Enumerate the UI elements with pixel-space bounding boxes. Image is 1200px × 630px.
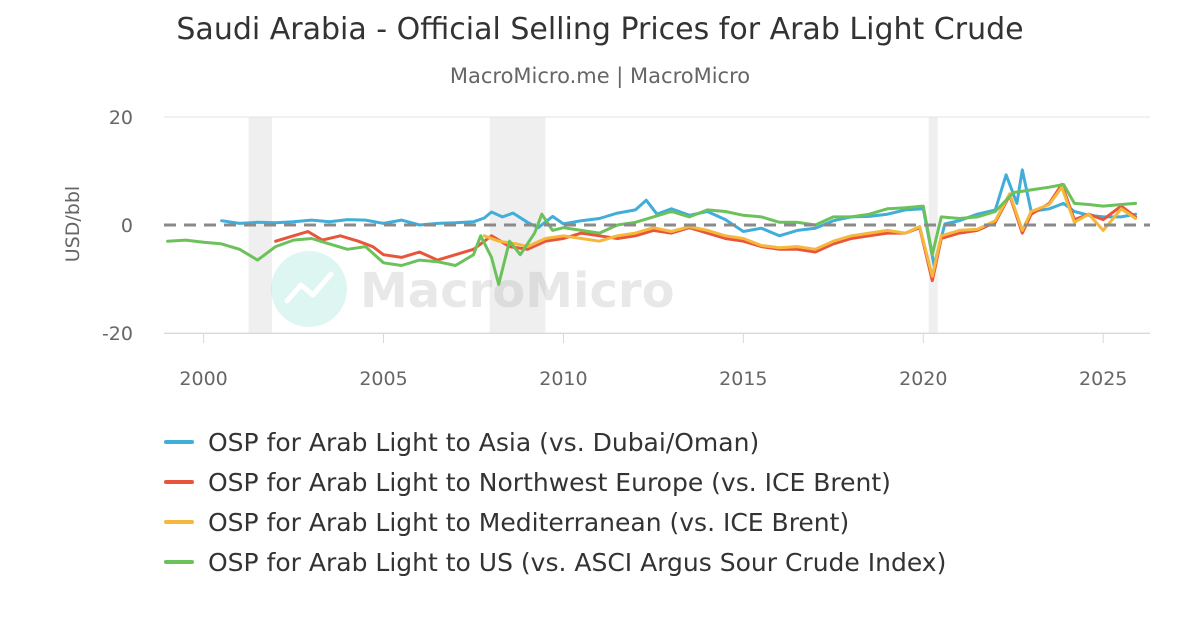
x-tick-label: 2000 <box>179 368 227 390</box>
series-line-3 <box>482 185 1138 278</box>
legend-swatch <box>164 560 194 564</box>
watermark-text: MacroMicro <box>360 263 675 319</box>
axes: -20 0 20 2000 2005 2010 2015 2020 2025 <box>102 107 1150 390</box>
y-tick-label: 20 <box>109 107 133 129</box>
legend-label: OSP for Arab Light to US (vs. ASCI Argus… <box>208 547 947 577</box>
legend-swatch <box>164 440 194 444</box>
x-tick-label: 2025 <box>1079 368 1127 390</box>
y-tick-label: 0 <box>121 215 133 237</box>
legend-swatch <box>164 480 194 484</box>
y-axis-label: USD/bbl <box>62 186 84 262</box>
y-tick-label: -20 <box>102 323 133 345</box>
legend-label: OSP for Arab Light to Northwest Europe (… <box>208 467 891 497</box>
legend-item[interactable]: OSP for Arab Light to Mediterranean (vs.… <box>164 502 1164 542</box>
shaded-period <box>248 117 272 333</box>
x-tick-label: 2010 <box>539 368 587 390</box>
chart-trend-icon-line <box>284 271 334 304</box>
legend: OSP for Arab Light to Asia (vs. Dubai/Om… <box>164 422 1164 582</box>
chart-subtitle: MacroMicro.me | MacroMicro <box>449 64 751 88</box>
line-chart: MacroMicro -20 0 20 2000 2005 2010 2015 2020 202… <box>62 107 1150 390</box>
legend-item[interactable]: OSP for Arab Light to Northwest Europe (… <box>164 462 1164 502</box>
legend-swatch <box>164 520 194 524</box>
legend-item[interactable]: OSP for Arab Light to US (vs. ASCI Argus… <box>164 542 1164 582</box>
x-tick-label: 2015 <box>719 368 767 390</box>
series-line-1 <box>220 168 1138 267</box>
x-tick-label: 2005 <box>359 368 407 390</box>
legend-item[interactable]: OSP for Arab Light to Asia (vs. Dubai/Om… <box>164 422 1164 462</box>
series-line-4 <box>166 183 1138 286</box>
watermark: MacroMicro <box>271 251 675 327</box>
x-tick-label: 2020 <box>899 368 947 390</box>
legend-label: OSP for Arab Light to Mediterranean (vs.… <box>208 507 850 537</box>
legend-label: OSP for Arab Light to Asia (vs. Dubai/Om… <box>208 427 760 457</box>
chart-title: Saudi Arabia - Official Selling Prices f… <box>176 12 1024 47</box>
series-lines <box>166 168 1138 286</box>
chart-trend-icon <box>271 251 347 327</box>
